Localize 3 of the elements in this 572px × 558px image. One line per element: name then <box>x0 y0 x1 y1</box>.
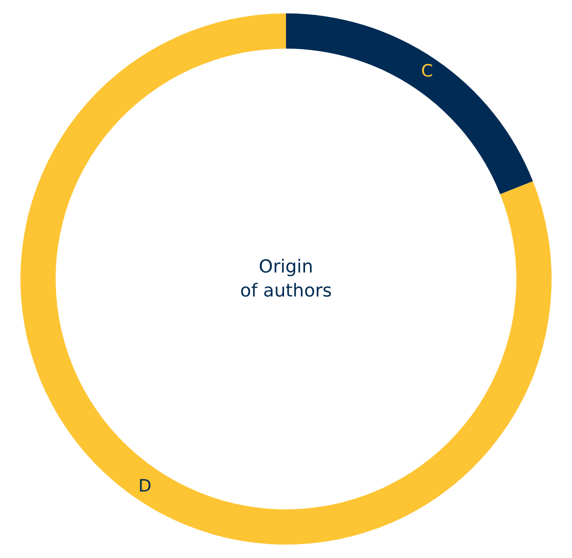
slice-label: C <box>421 61 433 82</box>
slice-label: D <box>138 476 152 497</box>
text: Origin of authors <box>240 256 332 302</box>
